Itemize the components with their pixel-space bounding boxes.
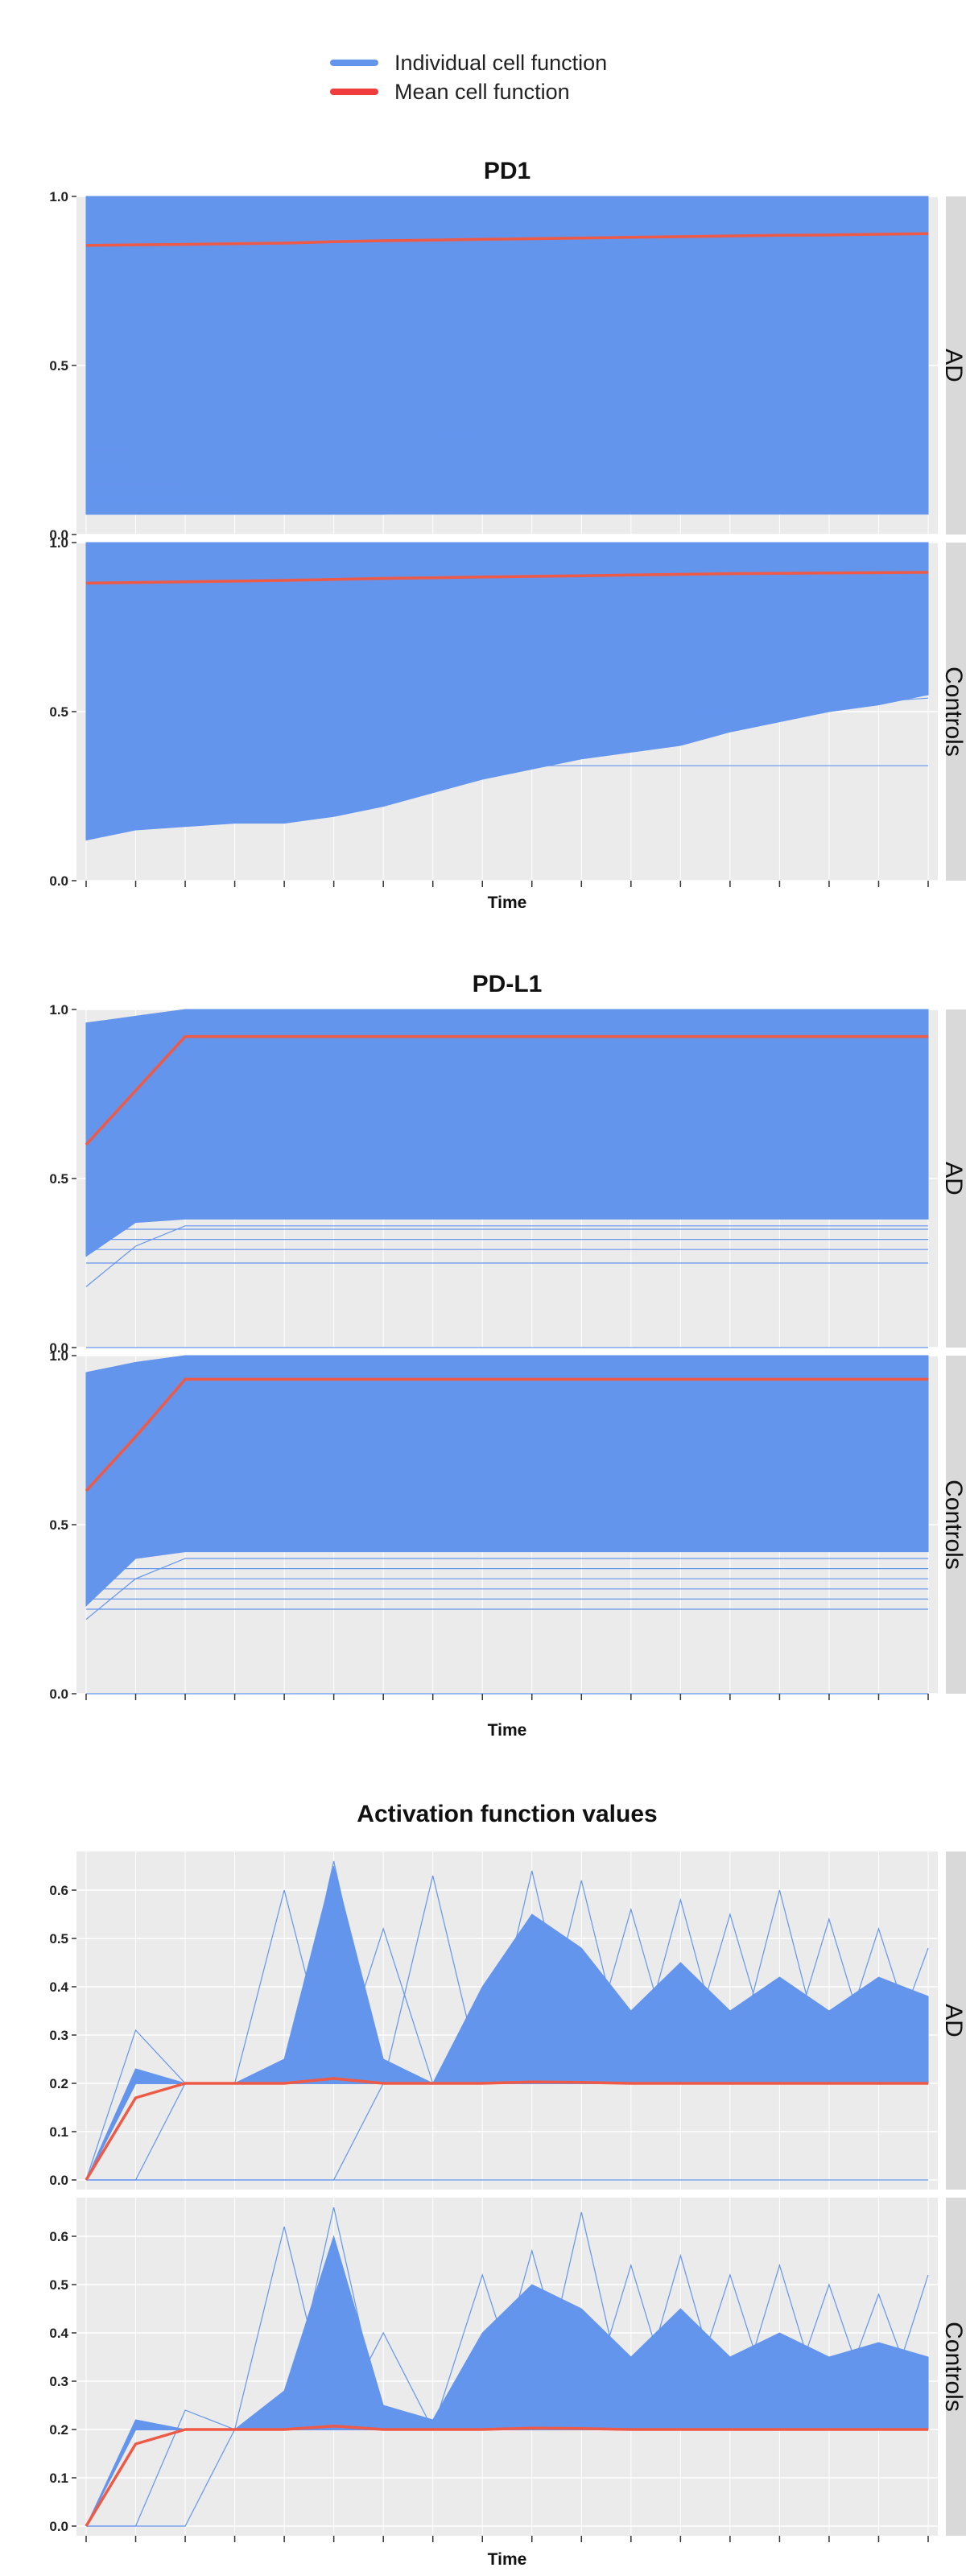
mean-cell-line: [85, 1377, 928, 1492]
mean-cell-line: [85, 1034, 928, 1146]
facet-1-controls: 0.0 0.5 1.0 Controls: [49, 535, 966, 889]
individual-cell-line: [86, 765, 928, 780]
mean-cell-line: [85, 232, 929, 247]
mean-cell-line: [85, 2425, 928, 2527]
chart-title-2: PD-L1: [473, 971, 543, 997]
individual-cell-band: [85, 1009, 929, 1257]
y-tick-label: 0.3: [49, 2028, 68, 2043]
y-tick-label: 0.3: [49, 2374, 68, 2389]
individual-cell-line: [85, 694, 929, 828]
facet-3-controls: 0.0 0.1 0.2 0.3 0.4 0.5 0.6 Controls: [49, 2198, 966, 2536]
y-tick-label: 0.6: [49, 1883, 68, 1898]
y-tick-label: 0.1: [49, 2471, 68, 2486]
mean-cell-line: [85, 571, 929, 585]
individual-cell-line: [86, 375, 929, 468]
y-tick-label: 0.4: [49, 2326, 68, 2341]
facet-2-ad: 0.0 0.5 1.0 AD: [49, 1002, 966, 1356]
facet-3-ad: 0.0 0.1 0.2 0.3 0.4 0.5 0.6 AD: [49, 1852, 966, 2190]
y-tick-label: 0.6: [49, 2229, 68, 2244]
y-tick-label: 0.5: [49, 358, 68, 374]
legend-swatch-mean: [330, 89, 378, 95]
legend-label-mean: Mean cell function: [394, 79, 570, 104]
legend-label-individual: Individual cell function: [394, 50, 608, 75]
facet-label: AD: [940, 1162, 966, 1195]
y-tick-label: 0.0: [49, 2173, 68, 2188]
y-tick-label: 1.0: [49, 189, 68, 204]
legend-item-mean: Mean cell function: [330, 77, 607, 106]
facet-label: Controls: [940, 1480, 966, 1570]
individual-cell-line: [86, 426, 929, 512]
facet-strip: [946, 196, 966, 535]
facet-label: AD: [940, 2004, 966, 2037]
chart-title-1: PD1: [484, 158, 530, 184]
y-tick-label: 0.0: [49, 1340, 68, 1356]
x-axis-label: Time: [488, 2550, 527, 2569]
y-tick-label: 0.5: [49, 1931, 68, 1946]
y-tick-label: 0.5: [49, 704, 68, 720]
y-tick-label: 0.0: [49, 1686, 68, 1702]
facet-strip: [946, 1009, 966, 1348]
individual-cell-band: [85, 1355, 929, 1607]
facet-1-ad: 0.0 0.5 1.0 AD: [49, 189, 966, 543]
individual-cell-line: [86, 371, 929, 502]
chart-title-3: Activation function values: [357, 1801, 657, 1827]
legend-item-individual: Individual cell function: [330, 48, 607, 77]
y-tick-label: 1.0: [49, 1002, 68, 1018]
y-tick-label: 1.0: [49, 1348, 68, 1364]
facet-label: Controls: [940, 2322, 966, 2412]
facet-strip: [946, 1852, 966, 2190]
individual-cell-line: [85, 1558, 928, 1620]
y-tick-label: 0.0: [49, 2519, 68, 2534]
facet-strip: [946, 543, 966, 881]
y-tick-label: 0.5: [49, 1517, 68, 1533]
individual-cell-line: [86, 382, 929, 485]
x-axis-label: Time: [488, 1721, 527, 1740]
facet-label: Controls: [940, 667, 966, 757]
y-tick-label: 1.0: [49, 535, 68, 551]
y-tick-label: 0.2: [49, 2076, 68, 2091]
individual-cell-line: [85, 1225, 928, 1287]
y-tick-label: 0.5: [49, 1171, 68, 1187]
legend-swatch-individual: [330, 60, 378, 66]
individual-cell-line: [86, 446, 929, 515]
individual-cell-line: [85, 694, 929, 834]
facet-strip: [946, 1356, 966, 1694]
facet-strip: [946, 2198, 966, 2536]
individual-cell-line: [85, 694, 929, 794]
mean-cell-line: [85, 2077, 928, 2181]
individual-cell-line: [86, 371, 929, 451]
y-tick-label: 0.5: [49, 2277, 68, 2293]
facet-2-controls: 0.0 0.5 1.0 Controls: [49, 1348, 966, 1702]
y-tick-label: 0.4: [49, 1979, 68, 1995]
x-axis-label: Time: [488, 894, 527, 912]
facet-label: AD: [940, 349, 966, 382]
legend: Individual cell function Mean cell funct…: [330, 48, 607, 106]
y-tick-label: 0.2: [49, 2422, 68, 2438]
y-tick-label: 0.1: [49, 2124, 68, 2140]
y-tick-label: 0.0: [49, 873, 68, 889]
individual-cell-line: [86, 392, 929, 509]
y-tick-label: 0.0: [49, 527, 68, 543]
